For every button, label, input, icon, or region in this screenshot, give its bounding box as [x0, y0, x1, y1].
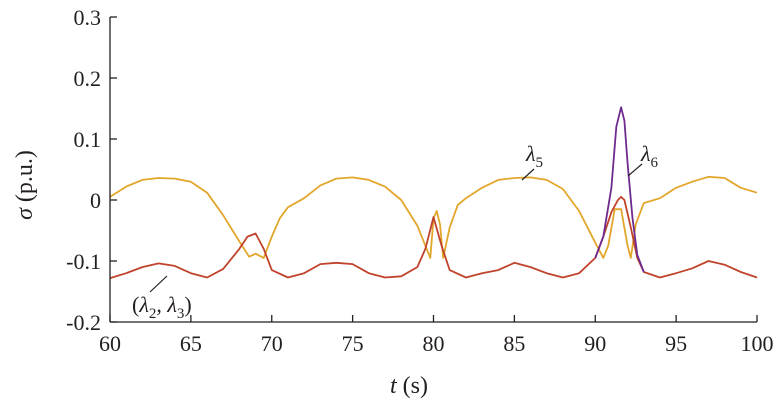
x-tick-label: 70 [261, 331, 283, 356]
svg-text:(λ2, λ3): (λ2, λ3) [132, 292, 192, 322]
x-axis-unit: (s) [397, 373, 428, 399]
lambda2-var: λ [138, 292, 149, 317]
pair-open: ( [132, 292, 139, 317]
ticks-layer: 60 65 70 75 80 85 90 95 100-0.2-0.100.10.20.3 [66, 5, 773, 356]
x-axis-var: t [390, 373, 398, 399]
x-tick-label: 65 [180, 331, 202, 356]
series-layer [109, 106, 758, 279]
series-line-1 [109, 195, 758, 279]
y-axis-unit: (p.u.) [12, 150, 38, 208]
annotation-lambda5: λ5 [521, 141, 543, 181]
y-tick-label: 0.2 [74, 66, 102, 91]
x-tick-label: 90 [584, 331, 606, 356]
annotation-lambda6: λ6 [627, 141, 659, 177]
lambda2-sub: 2 [149, 306, 157, 322]
lambda6-var: λ [640, 141, 651, 166]
lambda2-lambda3-leader [149, 275, 168, 293]
y-axis-var: σ [12, 207, 38, 220]
series-line-2 [594, 106, 645, 273]
svg-text:λ5: λ5 [525, 141, 543, 171]
series-line-0 [109, 175, 758, 259]
svg-text:λ6: λ6 [640, 141, 659, 171]
x-tick-label: 95 [665, 331, 687, 356]
x-tick-label: 80 [423, 331, 445, 356]
x-tick-label: 100 [741, 331, 774, 356]
annotation-lambda2-lambda3: (λ2, λ3) [132, 275, 192, 322]
axes-layer [109, 17, 757, 323]
lambda5-leader [521, 168, 535, 181]
lambda5-sub: 5 [536, 155, 544, 171]
x-tick-label: 85 [503, 331, 525, 356]
lambda5-var: λ [525, 141, 536, 166]
lambda3-var: λ [166, 292, 177, 317]
lambda6-sub: 6 [651, 155, 659, 171]
y-axis-label: σ (p.u.) [12, 150, 38, 220]
x-tick-label: 60 [99, 331, 121, 356]
x-tick-label: 75 [342, 331, 364, 356]
y-tick-label: 0.1 [74, 127, 102, 152]
lambda3-sub: 3 [177, 306, 185, 322]
y-tick-label: -0.2 [66, 310, 101, 335]
y-tick-label: -0.1 [66, 249, 101, 274]
pair-close: ) [184, 292, 191, 317]
x-axis-label: t (s) [390, 373, 428, 399]
y-tick-label: 0 [90, 188, 101, 213]
y-tick-label: 0.3 [74, 5, 102, 30]
lambda6-leader [627, 163, 643, 177]
pair-sep: , [156, 292, 167, 317]
